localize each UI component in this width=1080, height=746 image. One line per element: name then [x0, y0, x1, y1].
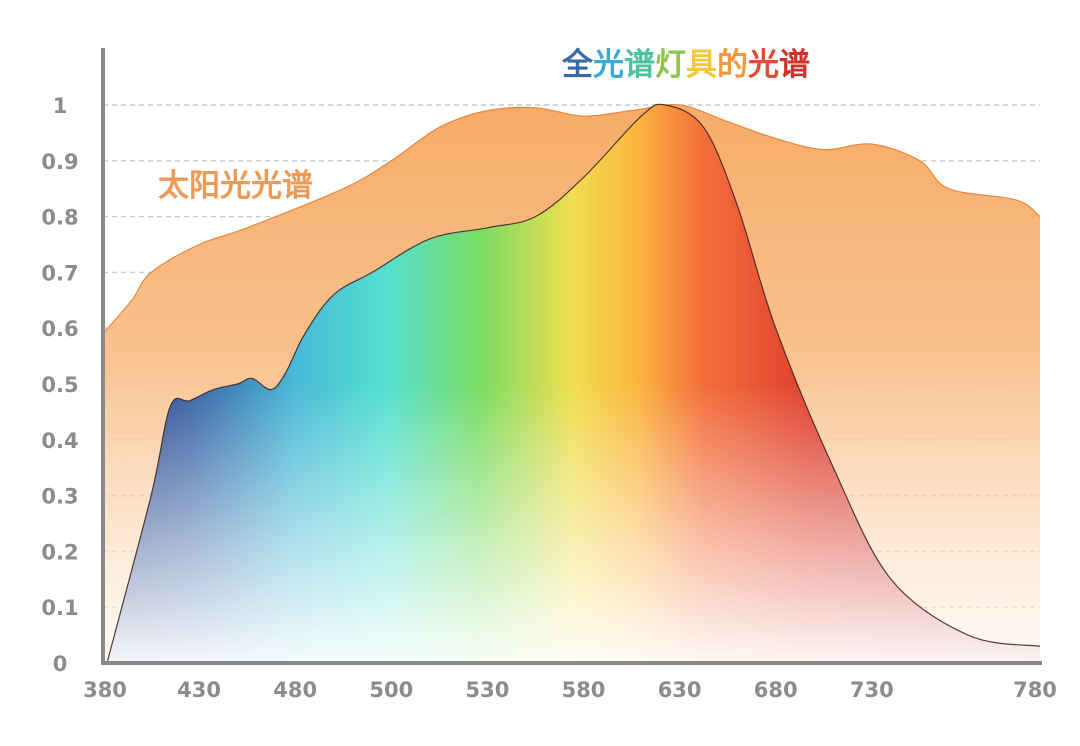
chart-title-char: 全: [561, 47, 594, 83]
y-tick-label: 0.4: [41, 429, 78, 453]
y-tick-label: 0.9: [41, 150, 78, 174]
x-tick-label: 580: [562, 678, 606, 702]
chart-title-char: 的: [717, 47, 748, 83]
x-tick-label: 430: [177, 678, 221, 702]
y-tick-label: 0.1: [41, 596, 78, 620]
x-tick-label: 630: [658, 678, 702, 702]
x-tick-label: 380: [83, 678, 127, 702]
y-tick-label: 0.6: [41, 317, 78, 341]
x-tick-label: 730: [850, 678, 894, 702]
chart-title-char: 具: [686, 47, 717, 83]
x-tick-label: 680: [754, 678, 798, 702]
y-tick-label: 0.7: [41, 261, 78, 285]
x-tick-label: 530: [465, 678, 509, 702]
chart-title-char: 谱: [624, 47, 655, 83]
sunlight-spectrum-line: [102, 104, 1041, 335]
y-tick-label: 0: [53, 652, 68, 676]
y-tick-label: 0.3: [41, 485, 78, 509]
y-tick-label: 1: [53, 94, 68, 118]
series-layer: [102, 103, 1041, 664]
x-tick-label: 500: [369, 678, 413, 702]
x-tick-label: 480: [273, 678, 317, 702]
y-tick-label: 0.5: [41, 373, 78, 397]
axis-layer: 0 0.1 0.2 0.3 0.4 0.5 0.6 0.7 0.8 0.9 1 380 430 480 50…: [41, 48, 1057, 702]
y-tick-label: 0.8: [41, 206, 78, 230]
y-tick-label: 0.2: [41, 540, 78, 564]
chart-title: 全光谱灯具的光谱: [561, 47, 810, 83]
legend-sunlight-spectrum: 太阳光光谱: [158, 168, 313, 204]
chart-title-char: 光: [593, 47, 624, 83]
chart-title-char: 光: [748, 47, 779, 83]
chart-title-char: 谱: [779, 47, 810, 83]
full-spectrum-lamp-line: [106, 103, 1041, 664]
full-spectrum-lamp-fade: [107, 104, 1040, 663]
chart-title-char: 灯: [655, 47, 686, 83]
x-tick-label: 780: [1013, 678, 1057, 702]
